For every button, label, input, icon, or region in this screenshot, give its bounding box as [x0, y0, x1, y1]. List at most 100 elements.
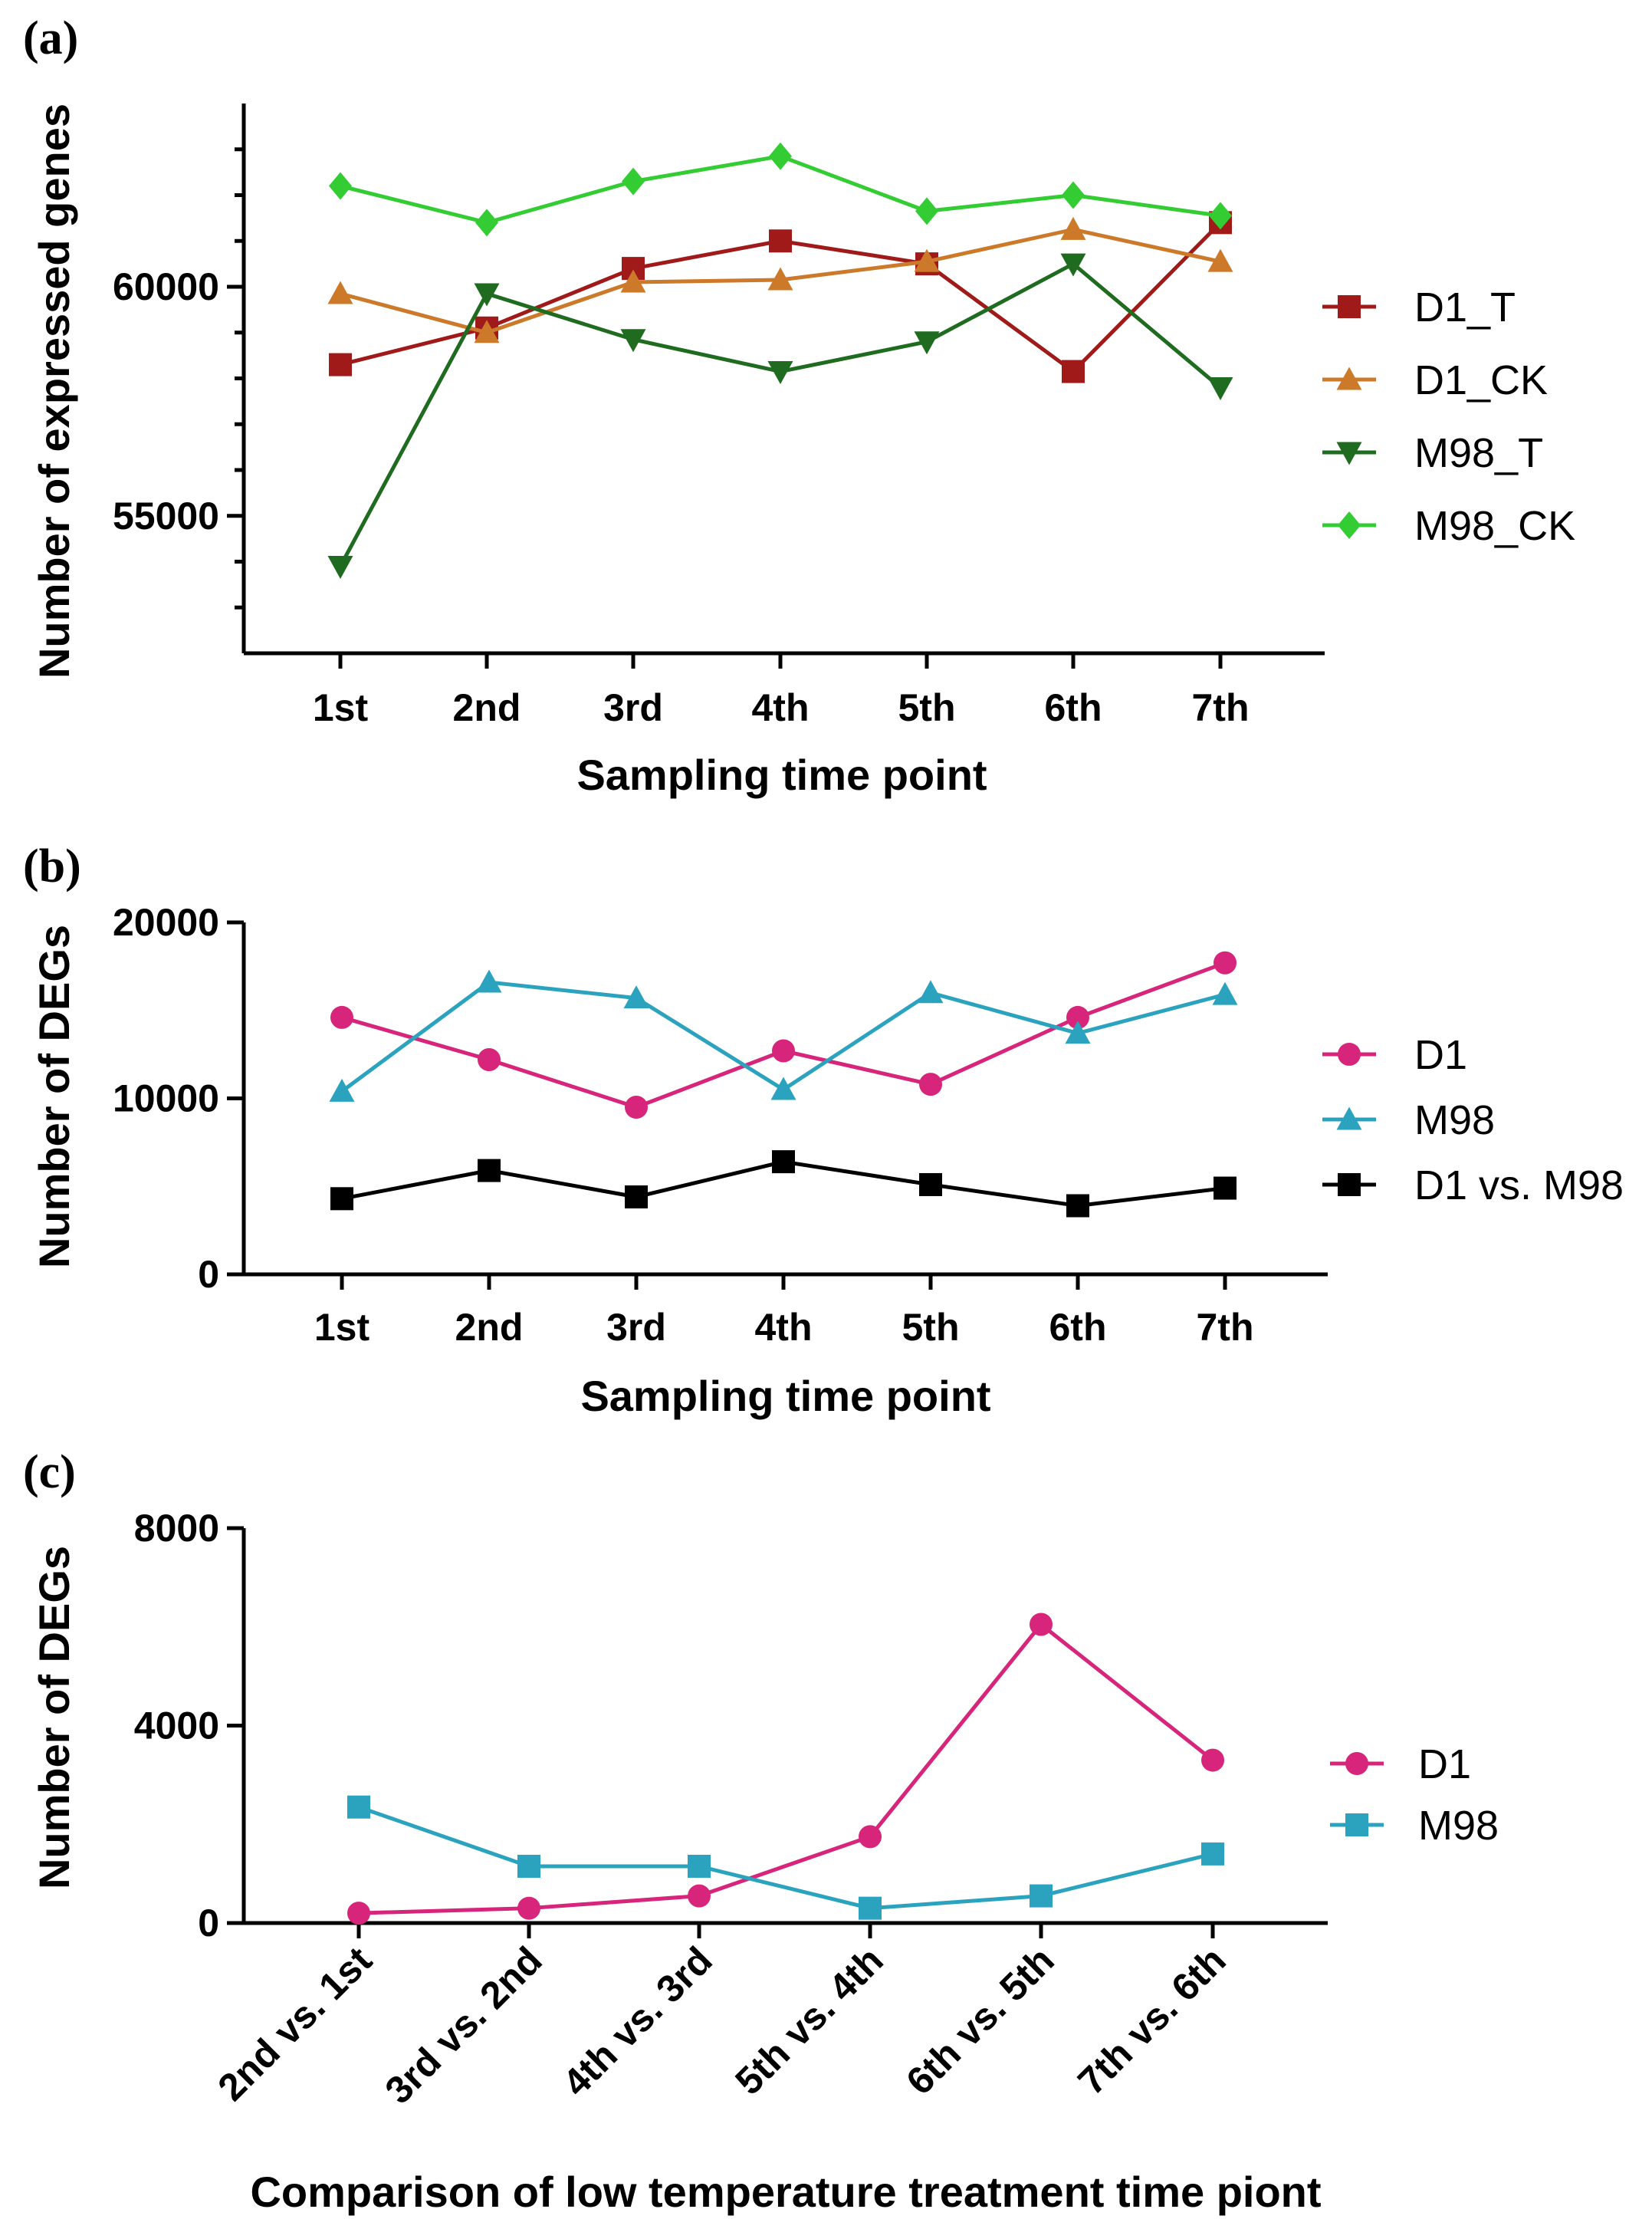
d1-point [1030, 1612, 1053, 1636]
series-m98-line [358, 1805, 1214, 1911]
m98-t-point [474, 283, 500, 307]
series-m98 [347, 1795, 1224, 1920]
d1-ck-point [1060, 216, 1086, 240]
d1-point [330, 1005, 353, 1029]
x-tick-label: 4th [755, 1306, 813, 1349]
series-d1 [347, 1612, 1224, 1925]
m98-point [770, 1077, 796, 1100]
d1-vs-m98-point [1214, 1176, 1237, 1200]
legend-marker [1338, 295, 1361, 318]
d1-ck-point [474, 320, 500, 344]
x-tick-label: 5th [902, 1306, 960, 1349]
m98-ck-point [329, 172, 352, 200]
d1-t-point [769, 229, 792, 253]
legend-marker [1345, 1752, 1368, 1775]
m98-point [623, 985, 649, 1009]
m98-t-point [1207, 376, 1233, 400]
legend-label: D1 [1418, 1741, 1471, 1787]
legend-item-m98: M98 [1330, 1803, 1499, 1849]
m98-point [859, 1896, 882, 1920]
x-tick-label: 7th vs. 6th [1069, 1938, 1233, 2102]
legend-item-d1-ck: D1_CK [1322, 357, 1548, 403]
m98-t-point [1060, 253, 1086, 277]
m98-point [329, 1078, 355, 1102]
d1-t-point [1062, 360, 1085, 383]
x-tick-label: 3rd [606, 1306, 666, 1349]
d1-ck-point [914, 248, 940, 272]
m98-ck-point [475, 209, 498, 237]
legend-item-m98-ck: M98_CK [1322, 503, 1575, 549]
m98-t-point [767, 361, 793, 385]
m98-point [347, 1795, 370, 1819]
series-m98-line [340, 980, 1226, 1093]
panel-a-x-title: Sampling time point [576, 751, 987, 799]
d1-point [919, 1073, 942, 1096]
d1-vs-m98-point [330, 1187, 353, 1211]
m98-point [476, 969, 502, 993]
m98-ck-point [1062, 181, 1085, 209]
d1-ck-point [767, 267, 793, 291]
series-m98-ck [329, 142, 1232, 237]
legend-item-m98-t: M98_T [1322, 430, 1543, 476]
m98-point [1065, 1021, 1091, 1044]
d1-point [625, 1095, 648, 1119]
d1-point [347, 1902, 370, 1925]
legend-marker [1338, 511, 1361, 539]
panel-a-legend: D1_T D1_CK M98_T M98_CK [1322, 284, 1575, 549]
d1-point [478, 1048, 501, 1072]
panel-b-label: (b) [23, 840, 81, 893]
legend-label: M98_T [1414, 430, 1543, 476]
m98-point [918, 980, 944, 1004]
legend-label: M98 [1418, 1803, 1499, 1849]
m98-t-point [327, 555, 353, 579]
d1-point [1214, 951, 1237, 975]
y-tick-label: 60000 [113, 265, 219, 308]
d1-vs-m98-point [919, 1172, 942, 1196]
d1-point [688, 1884, 711, 1908]
legend-label: D1_CK [1414, 357, 1548, 403]
legend-label: M98_CK [1414, 503, 1575, 549]
panel-b-legend: D1 M98 D1 vs. M98 [1322, 1032, 1624, 1208]
panel-b-y-title: Number of DEGs [30, 925, 78, 1268]
m98-point [1212, 981, 1238, 1005]
m98-point [1030, 1884, 1053, 1908]
d1-vs-m98-point [772, 1150, 795, 1174]
x-tick-label: 2nd vs. 1st [209, 1938, 380, 2109]
series-d1-t [329, 211, 1232, 383]
d1-point [1066, 1005, 1089, 1029]
m98-point [688, 1854, 711, 1878]
d1-ck-point [327, 281, 353, 304]
d1-vs-m98-point [1066, 1194, 1089, 1218]
x-tick-label: 7th [1192, 686, 1250, 729]
x-tick-label: 6th [1045, 686, 1102, 729]
panel-b-x-title: Sampling time point [580, 1372, 990, 1420]
panel-b-plot: 0 10000 20000 1st 2nd 3rd 4th 5th 6th 7th [113, 901, 1328, 1349]
y-tick-label: 20000 [113, 901, 219, 944]
legend-marker [1336, 367, 1362, 390]
panel-b: (b) 0 10000 20000 1st 2nd 3rd 4th 5th 6th 7th Sam… [23, 840, 1624, 1420]
series-d1-line [358, 1622, 1214, 1915]
legend-marker [1338, 1043, 1361, 1066]
legend-marker [1336, 442, 1362, 465]
d1-t-point [329, 353, 352, 376]
d1-ck-point [620, 269, 646, 293]
y-tick-label: 10000 [113, 1077, 219, 1120]
panel-a-plot: 55000 60000 1st 2nd 3rd 4th 5th 6th 7th [113, 104, 1325, 729]
y-tick-label: 8000 [134, 1507, 219, 1550]
m98-point [1201, 1842, 1224, 1866]
m98-t-point [914, 331, 940, 355]
panel-a-label: (a) [23, 12, 78, 64]
m98-point [517, 1854, 540, 1878]
x-tick-label: 7th [1197, 1306, 1254, 1349]
legend-label: M98 [1414, 1097, 1495, 1143]
legend-item-d1-vs-m98: D1 vs. M98 [1322, 1162, 1624, 1208]
y-tick-label: 55000 [113, 495, 219, 537]
panel-c-label: (c) [23, 1446, 76, 1498]
x-tick-label: 6th [1049, 1306, 1107, 1349]
legend-item-d1: D1 [1330, 1741, 1471, 1787]
x-tick-label: 1st [313, 686, 369, 729]
